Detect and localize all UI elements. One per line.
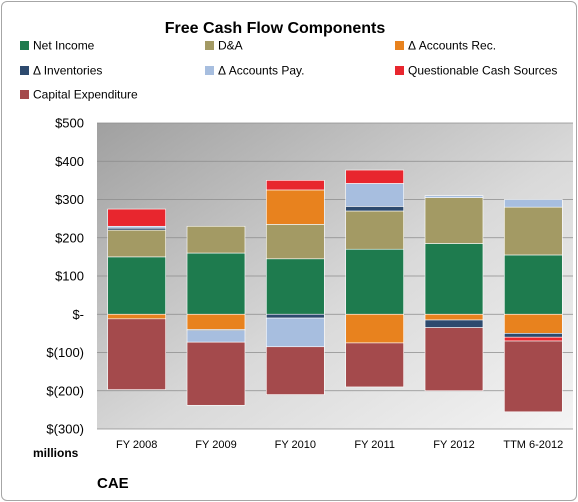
bar-capital-expenditure-fy-2008	[107, 318, 166, 390]
bar-questionable-cash-sources-fy-2011	[345, 169, 404, 184]
legend-label-accounts-pay: Δ Accounts Pay.	[218, 64, 305, 78]
bar-net-income-fy-2010	[266, 258, 325, 315]
bar-net-income-fy-2011	[345, 248, 404, 315]
y-axis-label: millions	[33, 446, 79, 460]
bar-accounts-rec-fy-2009	[186, 313, 246, 330]
bar-accounts-rec-fy-2010	[266, 189, 325, 225]
gridlines	[97, 122, 573, 430]
bar-questionable-cash-sources-fy-2008	[107, 208, 166, 227]
chart-title: Free Cash Flow Components	[165, 20, 386, 37]
company-name: CAE	[97, 475, 129, 492]
y-tick-label: $-	[72, 307, 84, 322]
x-tick-label: FY 2012	[433, 439, 474, 451]
bar-accounts-rec-fy-2008	[107, 313, 166, 320]
y-axis-ticks: $500 $400 $300 $200 $100 $- $(100) $(200) $(300)	[46, 116, 84, 437]
y-tick-label: $300	[55, 192, 84, 207]
x-tick-label: FY 2010	[275, 439, 316, 451]
bar-accounts-rec-fy-2012	[424, 313, 484, 321]
bar-accounts-pay-fy-2011	[345, 183, 404, 207]
y-tick-label: $(300)	[46, 422, 84, 437]
bar-net-income-fy-2012	[424, 243, 484, 315]
legend-label-net-income: Net Income	[33, 39, 95, 53]
x-tick-label: FY 2008	[116, 439, 157, 451]
bar-net-income-ttm-6-2012	[504, 254, 563, 315]
legend-swatch-d-a	[205, 41, 214, 50]
y-tick-label: $(100)	[46, 345, 84, 360]
bar-capital-expenditure-fy-2012	[424, 327, 484, 392]
legend-swatch-inventories	[20, 66, 29, 75]
legend-label-questionable-cash-sources: Questionable Cash Sources	[408, 64, 557, 78]
bar-questionable-cash-sources-ttm-6-2012	[504, 336, 563, 342]
legend-swatch-accounts-rec	[395, 41, 404, 50]
bar-accounts-pay-fy-2012	[424, 195, 484, 198]
bar-accounts-rec-fy-2011	[345, 313, 404, 344]
bar-inventories-ttm-6-2012	[504, 333, 563, 338]
bar-inventories-fy-2010	[266, 313, 325, 319]
bar-questionable-cash-sources-fy-2010	[266, 180, 325, 191]
bar-d-a-fy-2011	[345, 210, 404, 250]
legend-label-accounts-rec: Δ Accounts Rec.	[408, 39, 496, 53]
bar-net-income-fy-2008	[107, 256, 166, 315]
legend-swatch-net-income	[20, 41, 29, 50]
bar-d-a-fy-2012	[424, 197, 484, 244]
legend-swatch-capital-expenditure	[20, 90, 29, 99]
bar-capital-expenditure-fy-2009	[186, 341, 246, 406]
bar-capital-expenditure-fy-2010	[266, 346, 325, 395]
legend-swatch-questionable-cash-sources	[395, 66, 404, 75]
bar-accounts-pay-fy-2010	[266, 317, 325, 348]
legend: Net Income D&A Δ Accounts Rec. Δ Inventorie…	[20, 39, 557, 102]
y-tick-label: $200	[55, 230, 84, 245]
legend-swatch-accounts-pay	[205, 66, 214, 75]
bar-d-a-ttm-6-2012	[504, 206, 563, 256]
bar-inventories-fy-2011	[345, 206, 404, 212]
y-tick-label: $(200)	[46, 383, 84, 398]
legend-label-d-a: D&A	[218, 39, 243, 53]
bar-accounts-pay-fy-2009	[186, 330, 246, 343]
y-tick-label: $500	[55, 116, 84, 131]
bar-capital-expenditure-fy-2011	[345, 342, 404, 388]
y-tick-label: $100	[55, 269, 84, 284]
x-tick-label: FY 2011	[354, 439, 395, 451]
y-tick-label: $400	[55, 154, 84, 169]
bar-inventories-fy-2012	[424, 319, 484, 328]
bar-accounts-rec-ttm-6-2012	[504, 313, 563, 334]
bar-d-a-fy-2008	[107, 229, 166, 258]
x-tick-label: FY 2009	[195, 439, 236, 451]
bar-stacks	[107, 169, 563, 413]
legend-label-inventories: Δ Inventories	[33, 64, 102, 78]
x-tick-label: TTM 6-2012	[503, 439, 563, 451]
bar-accounts-pay-ttm-6-2012	[504, 199, 563, 208]
bar-d-a-fy-2009	[186, 225, 246, 254]
bar-capital-expenditure-ttm-6-2012	[504, 340, 563, 413]
bar-net-income-fy-2009	[186, 252, 246, 315]
x-axis-ticks: FY 2008 FY 2009 FY 2010 FY 2011 FY 2012 TTM 6…	[116, 439, 563, 451]
legend-label-capital-expenditure: Capital Expenditure	[33, 88, 138, 102]
bar-d-a-fy-2010	[266, 224, 325, 260]
